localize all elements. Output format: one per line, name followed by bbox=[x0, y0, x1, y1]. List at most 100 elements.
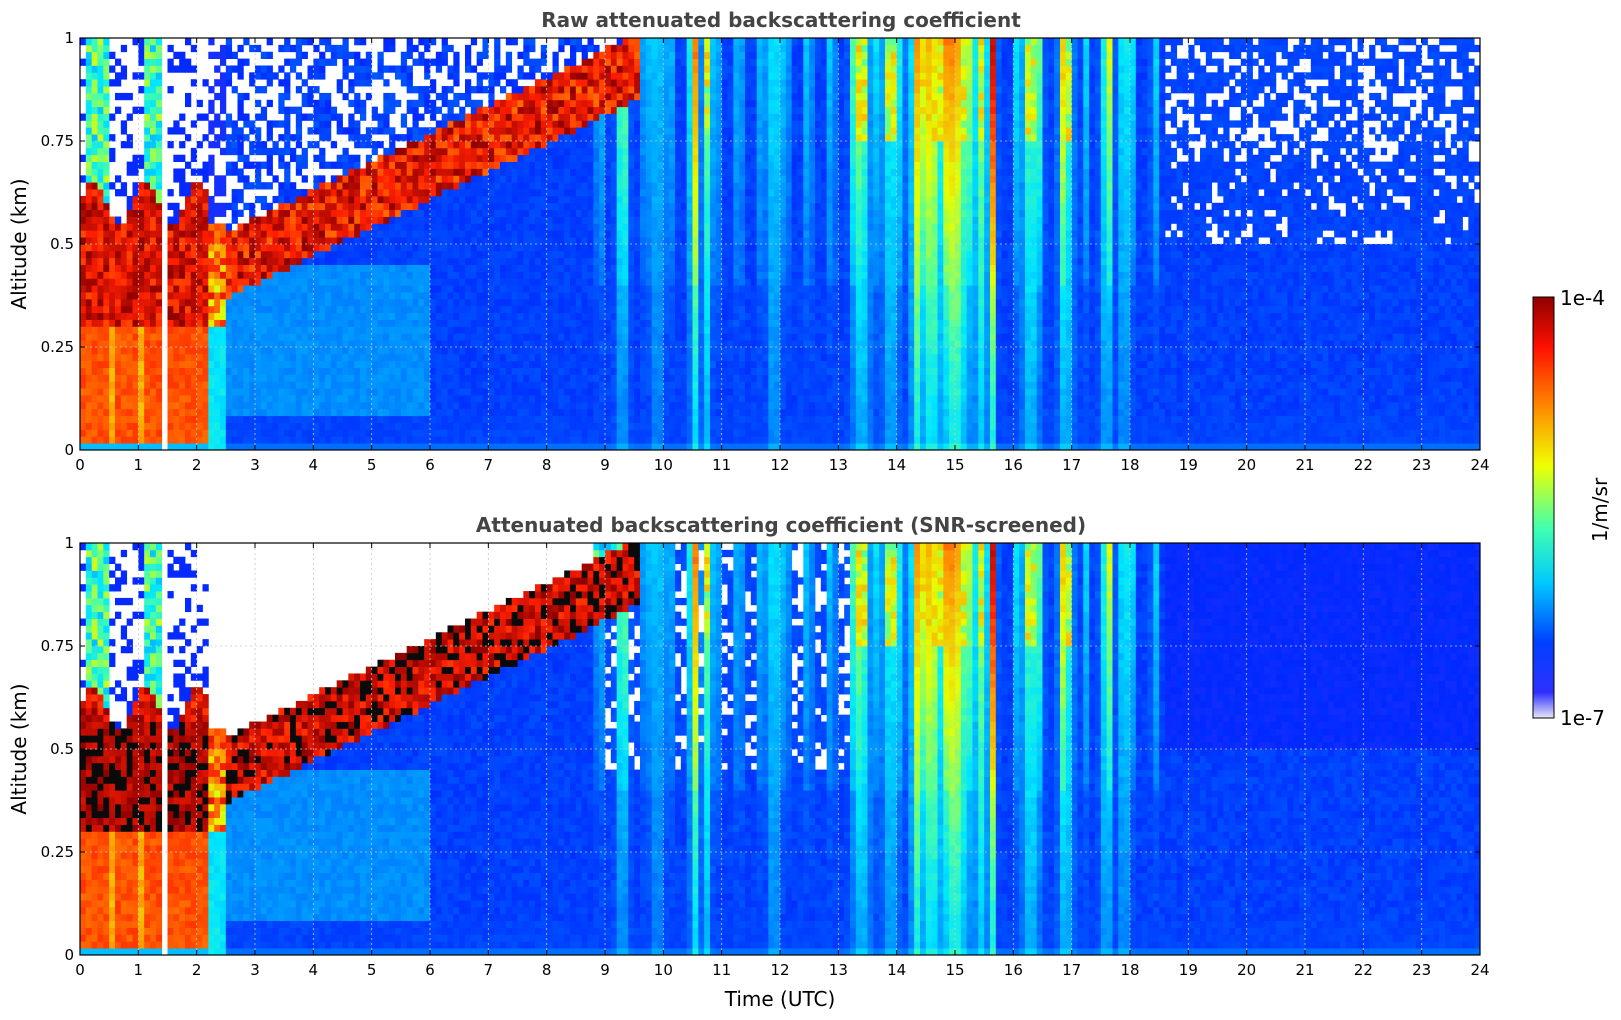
heatmap-cell bbox=[243, 326, 249, 333]
heatmap-cell bbox=[197, 326, 203, 333]
heatmap-cell bbox=[255, 271, 261, 278]
heatmap-cell bbox=[133, 155, 139, 162]
heatmap-cell bbox=[144, 278, 150, 285]
heatmap-cell bbox=[284, 59, 290, 66]
heatmap-cell bbox=[203, 374, 209, 381]
heatmap-cell bbox=[144, 388, 150, 395]
heatmap-cell bbox=[179, 381, 185, 388]
heatmap-cell bbox=[133, 374, 139, 381]
heatmap-cell bbox=[121, 320, 127, 327]
heatmap-cell bbox=[156, 114, 162, 121]
heatmap-cell bbox=[220, 244, 226, 251]
heatmap-cell bbox=[232, 65, 238, 72]
heatmap-cell bbox=[127, 320, 133, 327]
heatmap-cell bbox=[109, 114, 115, 121]
heatmap-cell bbox=[121, 409, 127, 416]
heatmap-cell bbox=[173, 285, 179, 292]
heatmap-cell bbox=[273, 306, 279, 313]
heatmap-cell bbox=[261, 258, 267, 265]
heatmap-cell bbox=[290, 45, 296, 52]
heatmap-cell bbox=[115, 217, 121, 224]
heatmap-cell bbox=[261, 148, 267, 155]
heatmap-cell bbox=[138, 374, 144, 381]
heatmap-cell bbox=[238, 223, 244, 230]
heatmap-cell bbox=[103, 120, 109, 127]
heatmap-cell bbox=[284, 313, 290, 320]
heatmap-cell bbox=[92, 244, 98, 251]
heatmap-cell bbox=[185, 313, 191, 320]
heatmap-cell bbox=[144, 86, 150, 93]
heatmap-cell bbox=[290, 299, 296, 306]
heatmap-cell bbox=[150, 436, 156, 443]
heatmap-cell bbox=[109, 436, 115, 443]
heatmap-cell bbox=[173, 210, 179, 217]
heatmap-cell bbox=[255, 306, 261, 313]
heatmap-cell bbox=[168, 251, 174, 258]
heatmap-cell bbox=[156, 347, 162, 354]
heatmap-cell bbox=[191, 155, 197, 162]
heatmap-cell bbox=[127, 436, 133, 443]
heatmap-cell bbox=[273, 210, 279, 217]
heatmap-cell bbox=[278, 271, 284, 278]
heatmap-cell bbox=[150, 237, 156, 244]
heatmap-cell bbox=[138, 244, 144, 251]
heatmap-cell bbox=[214, 402, 220, 409]
heatmap-cell bbox=[296, 237, 302, 244]
heatmap-cell bbox=[208, 340, 214, 347]
heatmap-cell bbox=[156, 182, 162, 189]
heatmap-cell bbox=[138, 278, 144, 285]
heatmap-cell bbox=[185, 182, 191, 189]
heatmap-cell bbox=[133, 320, 139, 327]
heatmap-cell bbox=[214, 409, 220, 416]
heatmap-cell bbox=[243, 402, 249, 409]
heatmap-cell bbox=[179, 292, 185, 299]
heatmap-cell bbox=[185, 203, 191, 210]
heatmap-cell bbox=[197, 203, 203, 210]
heatmap-cell bbox=[261, 443, 267, 450]
heatmap-cell bbox=[232, 168, 238, 175]
heatmap-cell bbox=[214, 299, 220, 306]
heatmap-cell bbox=[179, 258, 185, 265]
heatmap-cell bbox=[191, 333, 197, 340]
heatmap-cell bbox=[86, 141, 92, 148]
heatmap-cell bbox=[290, 340, 296, 347]
heatmap-cell bbox=[249, 299, 255, 306]
heatmap-cell bbox=[80, 210, 86, 217]
heatmap-cell bbox=[203, 244, 209, 251]
heatmap-cell bbox=[144, 368, 150, 375]
heatmap-cell bbox=[86, 134, 92, 141]
heatmap-cell bbox=[197, 402, 203, 409]
heatmap-cell bbox=[273, 217, 279, 224]
heatmap-cell bbox=[144, 416, 150, 423]
heatmap-cell bbox=[80, 333, 86, 340]
heatmap-cell bbox=[243, 278, 249, 285]
heatmap-cell bbox=[138, 52, 144, 59]
heatmap-cell bbox=[220, 182, 226, 189]
heatmap-cell bbox=[296, 320, 302, 327]
heatmap-cell bbox=[98, 182, 104, 189]
heatmap-cell bbox=[133, 416, 139, 423]
heatmap-cell bbox=[191, 251, 197, 258]
heatmap-cell bbox=[121, 416, 127, 423]
heatmap-cell bbox=[220, 354, 226, 361]
heatmap-cell bbox=[138, 265, 144, 272]
heatmap-cell bbox=[232, 326, 238, 333]
heatmap-cell bbox=[226, 320, 232, 327]
heatmap-cell bbox=[267, 65, 273, 72]
heatmap-cell bbox=[290, 381, 296, 388]
heatmap-cell bbox=[284, 333, 290, 340]
heatmap-cell bbox=[103, 168, 109, 175]
heatmap-cell bbox=[98, 203, 104, 210]
heatmap-cell bbox=[267, 278, 273, 285]
heatmap-cell bbox=[179, 175, 185, 182]
heatmap-cell bbox=[191, 182, 197, 189]
heatmap-cell bbox=[278, 395, 284, 402]
heatmap-cell bbox=[290, 196, 296, 203]
heatmap-cell bbox=[92, 285, 98, 292]
heatmap-cell bbox=[156, 175, 162, 182]
heatmap-cell bbox=[150, 361, 156, 368]
heatmap-cell bbox=[144, 45, 150, 52]
heatmap-cell bbox=[121, 429, 127, 436]
heatmap-cell bbox=[109, 265, 115, 272]
heatmap-cell bbox=[103, 148, 109, 155]
